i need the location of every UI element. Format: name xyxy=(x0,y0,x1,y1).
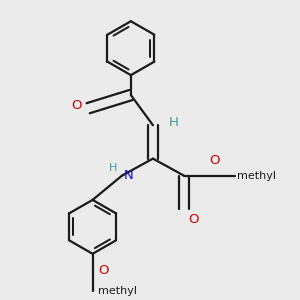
Text: methyl: methyl xyxy=(98,286,137,296)
Text: O: O xyxy=(71,99,82,112)
Text: O: O xyxy=(98,264,108,277)
Text: methyl: methyl xyxy=(237,171,276,181)
Text: H: H xyxy=(169,116,179,129)
Text: N: N xyxy=(124,169,133,182)
Text: O: O xyxy=(188,213,199,226)
Text: H: H xyxy=(109,163,118,173)
Text: O: O xyxy=(209,154,220,167)
